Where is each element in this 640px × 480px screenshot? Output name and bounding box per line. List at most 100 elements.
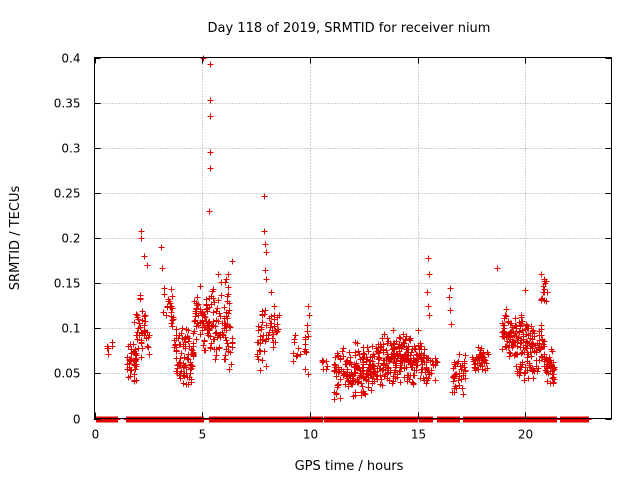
data-point [258, 326, 265, 333]
data-point [529, 366, 536, 373]
data-point [375, 349, 382, 356]
data-point [424, 377, 431, 384]
data-point [225, 271, 232, 278]
data-point [220, 332, 227, 339]
data-point [398, 364, 405, 371]
data-point [175, 335, 182, 342]
data-point [461, 358, 468, 365]
y-tick-label: 0.2 [61, 232, 80, 246]
data-point [415, 327, 422, 334]
data-point [518, 350, 525, 357]
data-point [228, 361, 235, 368]
data-point [127, 373, 134, 380]
data-point [229, 258, 236, 265]
data-point [216, 344, 223, 351]
data-point [501, 325, 508, 332]
data-point [425, 255, 432, 262]
data-point [133, 311, 140, 318]
data-point [404, 372, 411, 379]
data-point [124, 366, 131, 373]
data-point [538, 332, 545, 339]
y-axis-label: SRMTID / TECUs [8, 186, 23, 291]
data-point [512, 330, 519, 337]
data-point [207, 333, 214, 340]
data-point [138, 337, 145, 344]
data-point [549, 375, 556, 382]
data-point [499, 346, 506, 353]
data-point [516, 366, 523, 373]
data-point [585, 416, 592, 423]
data-point [546, 354, 553, 361]
data-point [209, 322, 216, 329]
data-point [136, 332, 143, 339]
x-tick-label: 5 [199, 428, 207, 442]
data-point [354, 365, 361, 372]
data-point [206, 208, 213, 215]
data-point [521, 370, 528, 377]
data-point [509, 344, 516, 351]
data-point [383, 360, 390, 367]
data-point [262, 267, 269, 274]
data-point [366, 364, 373, 371]
data-point [292, 332, 299, 339]
data-point [207, 61, 214, 68]
data-point [163, 312, 170, 319]
data-point [386, 377, 393, 384]
data-point [302, 348, 309, 355]
data-point [422, 369, 429, 376]
data-point [526, 362, 533, 369]
data-point [261, 193, 268, 200]
data-point [517, 363, 524, 370]
data-point [131, 371, 138, 378]
data-point [256, 347, 263, 354]
data-point [353, 362, 360, 369]
data-point [141, 313, 148, 320]
data-point [425, 303, 432, 310]
data-point [168, 286, 175, 293]
data-point [144, 343, 151, 350]
data-point [417, 340, 424, 347]
data-point [225, 348, 232, 355]
data-point [200, 342, 207, 349]
x-tick-label: 0 [92, 428, 100, 442]
data-point [484, 365, 491, 372]
data-point [138, 228, 145, 235]
data-point [426, 312, 433, 319]
data-point [213, 352, 220, 359]
data-point [369, 358, 376, 365]
data-point [347, 373, 354, 380]
data-point [211, 299, 218, 306]
data-point [146, 351, 153, 358]
data-point [455, 377, 462, 384]
data-point [518, 314, 525, 321]
data-point [471, 361, 478, 368]
data-point [215, 297, 222, 304]
data-point [517, 322, 524, 329]
data-point [418, 366, 425, 373]
data-point [479, 363, 486, 370]
data-point [450, 378, 457, 385]
data-point [333, 373, 340, 380]
data-point [202, 324, 209, 331]
data-point [270, 344, 277, 351]
data-point [477, 353, 484, 360]
data-point [377, 372, 384, 379]
data-point [217, 313, 224, 320]
data-point [268, 289, 275, 296]
data-point [475, 344, 482, 351]
data-point [539, 337, 546, 344]
data-point [169, 323, 176, 330]
data-point [295, 345, 302, 352]
y-tick-label: 0.05 [54, 367, 81, 381]
data-point [191, 328, 198, 335]
data-point [138, 354, 145, 361]
data-point [226, 300, 233, 307]
data-point [290, 350, 297, 357]
data-point [433, 358, 440, 365]
data-point [225, 291, 232, 298]
x-tick-label: 15 [411, 428, 426, 442]
data-point [130, 349, 137, 356]
data-point [391, 340, 398, 347]
data-point [516, 372, 523, 379]
data-point [549, 348, 556, 355]
